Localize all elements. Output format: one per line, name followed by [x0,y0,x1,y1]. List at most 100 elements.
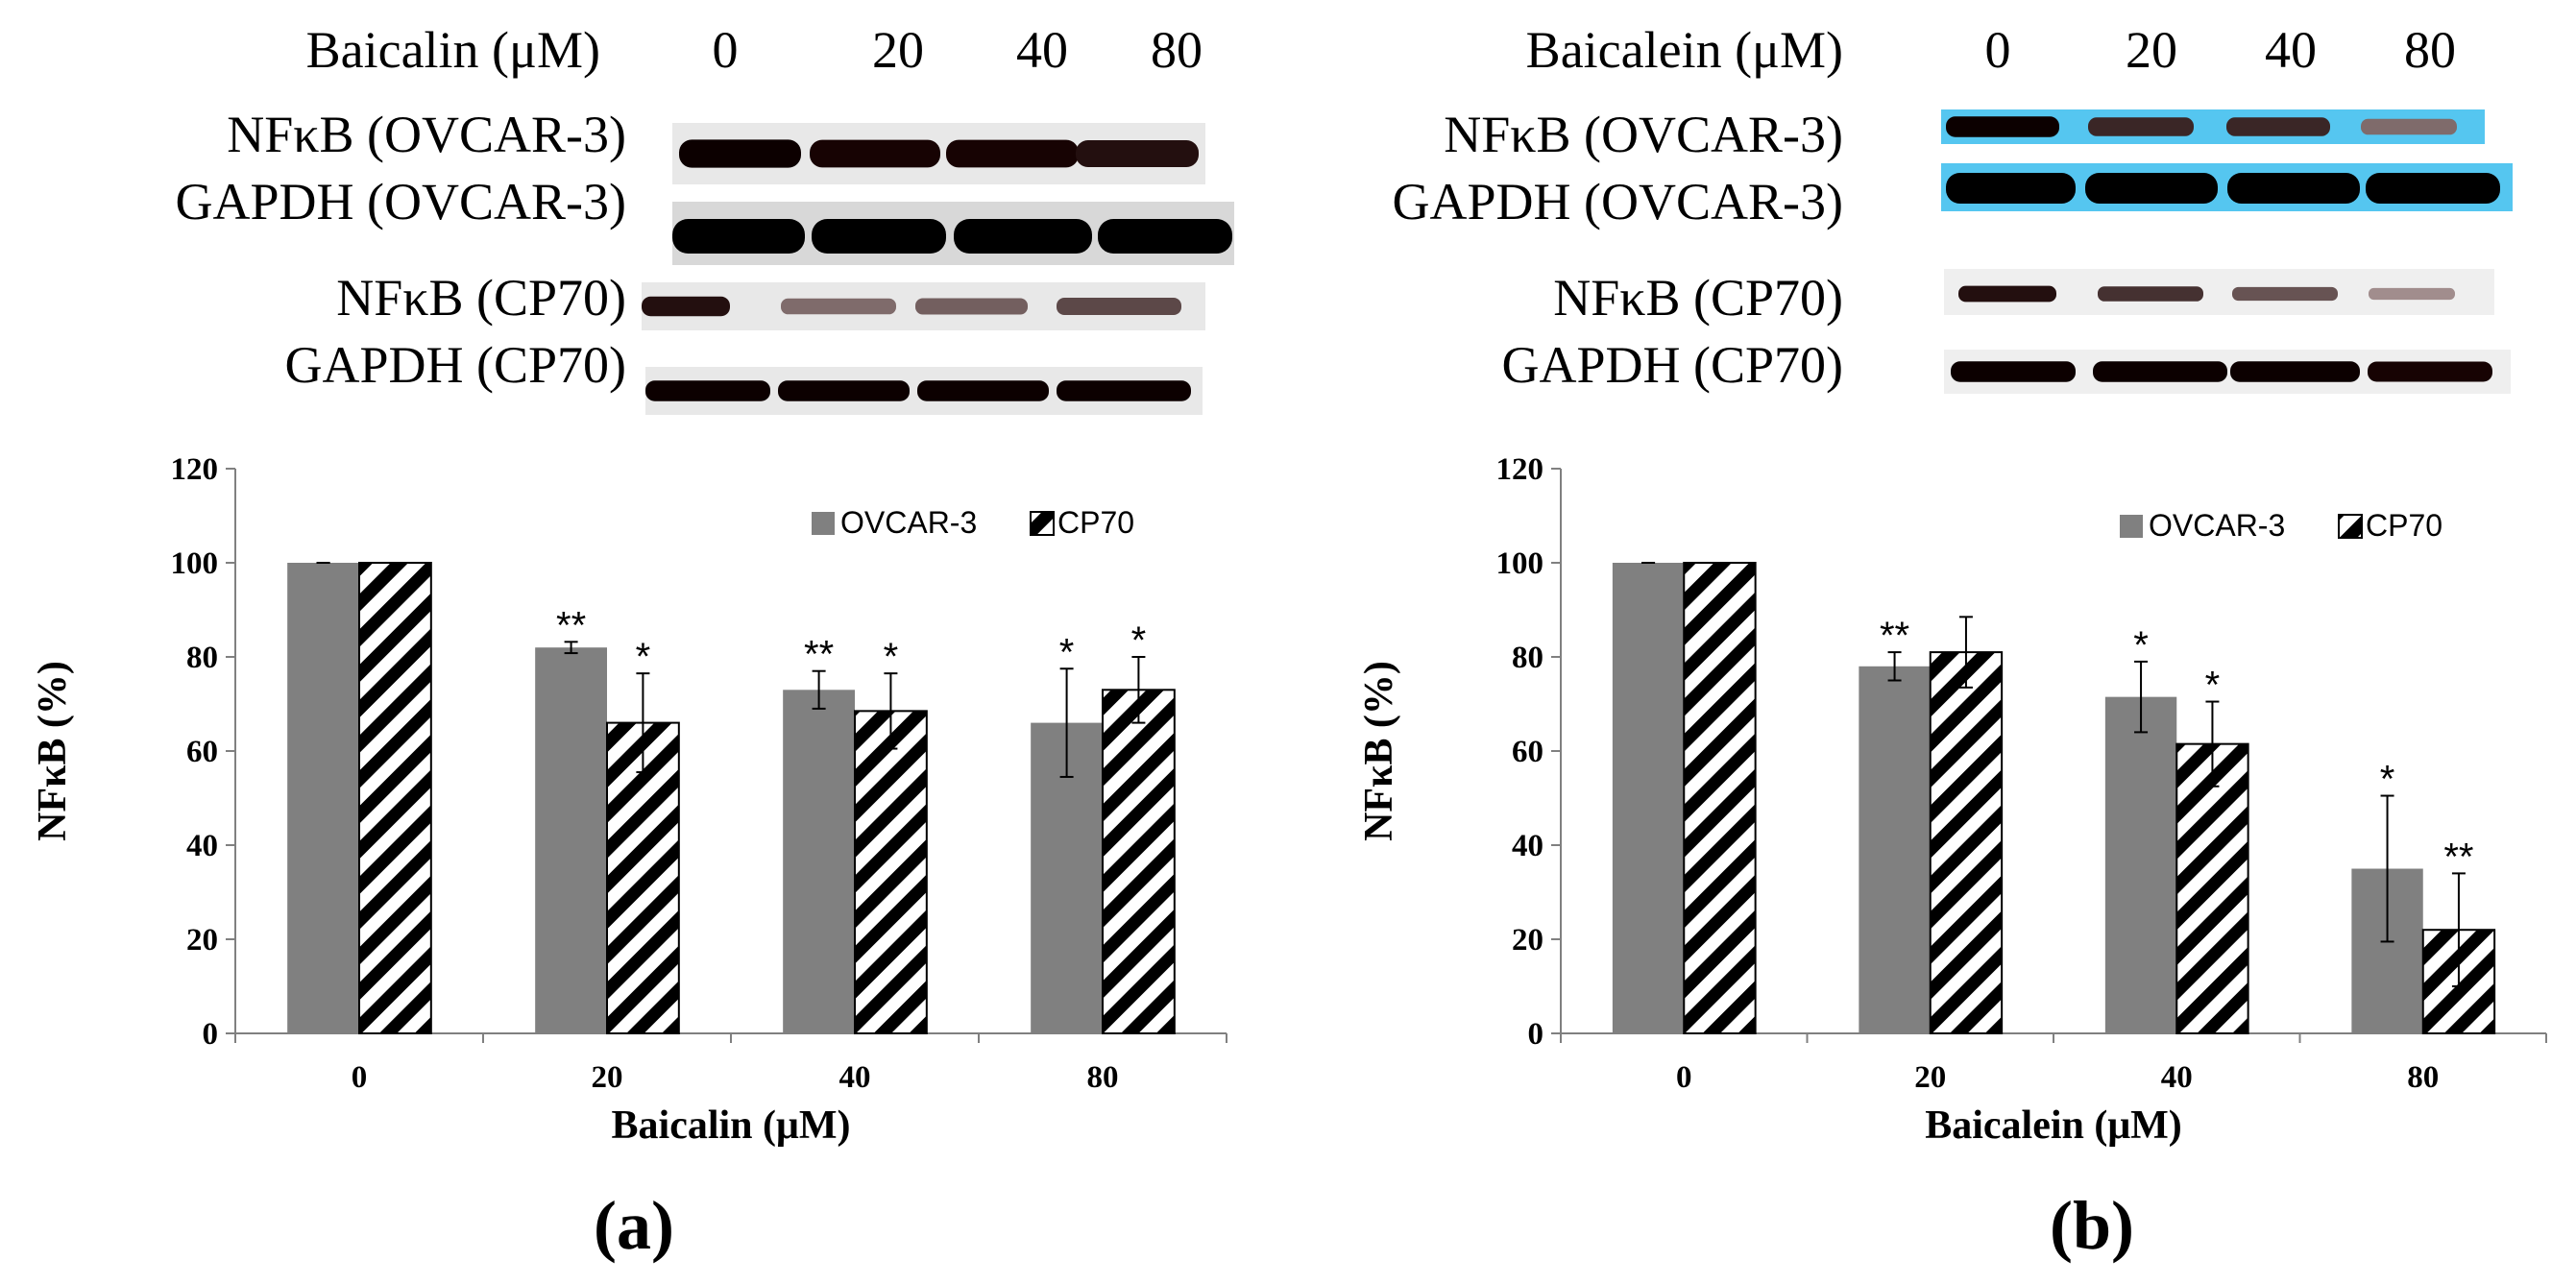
legend-label-cp70: CP70 [2366,508,2442,543]
bar-ovcar3 [783,690,855,1033]
bar-cp70 [854,710,928,1034]
y-tick-label: 20 [186,923,218,958]
x-tick-label: 40 [2161,1060,2193,1095]
x-tick-label: 0 [352,1060,368,1095]
blot-band [2369,287,2455,301]
blot-dose-20: 20 [872,21,924,79]
blot-band [1946,173,2076,204]
significance-star: ** [804,634,834,676]
legend-swatch-cp70 [2338,514,2363,539]
x-tick-label: 80 [1087,1060,1119,1095]
blot-row-label-nfkb-ovcar3: NFκB (OVCAR-3) [1444,106,1843,163]
significance-star: * [2380,759,2395,801]
bar-cp70 [1929,651,2004,1034]
blot-strip-gapdh-ovcar3 [672,202,1234,265]
bar-cp70 [2175,742,2249,1035]
x-tick-label: 20 [1914,1060,1946,1095]
bar-ovcar3 [2104,696,2177,1033]
error-bar [2451,872,2466,987]
blot-band [2088,117,2194,136]
y-tick-label: 100 [1496,546,1544,581]
significance-star: * [2133,624,2149,667]
bar-cp70 [358,562,432,1034]
legend: OVCAR-3 CP70 [812,505,1134,540]
x-tick-label: 80 [2407,1060,2439,1095]
blot-band [2227,173,2360,204]
y-tick-label: 0 [203,1017,219,1052]
blot-band [642,296,730,317]
blot-band [917,380,1049,401]
x-axis-label: Baicalein (μM) [1925,1103,2182,1148]
blot-band [1951,361,2076,382]
significance-star: * [1131,619,1147,662]
x-axis-label: Baicalin (μM) [612,1103,851,1148]
blot-strip-gapdh-ovcar3 [1941,163,2513,211]
blot-band [2366,173,2500,204]
error-bar [2205,700,2220,788]
blot-dose-80: 80 [2404,21,2456,79]
blot-row-label-nfkb-cp70: NFκB (CP70) [336,269,626,327]
panel-a-figure: Baicalin (μM) 0 20 40 80 NFκB (OVCAR-3) … [31,21,1234,1264]
blot-row-label-gapdh-ovcar3: GAPDH (OVCAR-3) [176,173,627,230]
blot-strip-gapdh-cp70 [645,367,1203,415]
x-tick-label: 40 [839,1060,871,1095]
significance-star: ** [2443,836,2473,878]
bar-ovcar3 [535,647,607,1033]
legend-swatch-ovcar3 [2120,515,2143,538]
error-bar [564,641,578,655]
blot-band [810,139,940,168]
blot-band [781,298,896,315]
error-bar [636,672,650,774]
error-bar [1059,667,1074,778]
blot-dose-40: 40 [2265,21,2317,79]
panel-label-b: (b) [2050,1187,2134,1264]
error-bar [1887,651,1902,682]
blot-band [1098,219,1232,254]
bar-ovcar3 [1859,666,1931,1033]
blot-band [1076,140,1199,167]
y-tick-label: 40 [1512,829,1543,863]
blot-row-label-gapdh-ovcar3: GAPDH (OVCAR-3) [1393,173,1844,230]
blot-band [679,139,801,168]
blot-band [946,139,1079,168]
x-tick-label: 0 [1676,1060,1692,1095]
bar-cp70 [1102,689,1176,1034]
error-bar [812,669,826,710]
panel-b: Baicalein (μM) 0 20 40 80 NFκB (OVCAR-3)… [1288,0,2576,1285]
blot-dose-80: 80 [1151,21,1203,79]
blot-band [2093,361,2227,382]
significance-star: * [2205,665,2221,707]
y-tick-label: 80 [1512,641,1543,675]
error-bar [884,672,898,750]
y-tick-label: 0 [1528,1017,1544,1052]
significance-star: * [1059,631,1075,673]
blot-band [2230,361,2360,382]
blot-band [2361,118,2457,135]
y-tick-label: 100 [171,546,219,581]
blot-band [1958,285,2056,303]
blot-dose-20: 20 [2126,21,2177,79]
panel-a: Baicalin (μM) 0 20 40 80 NFκB (OVCAR-3) … [31,21,1234,1264]
y-tick-label: 40 [186,829,218,863]
blot-band [812,219,946,254]
blot-band [1057,380,1191,401]
error-bar [1958,616,1973,689]
bar-ovcar3 [1612,563,1685,1033]
error-bar [1131,656,1146,724]
significance-star: * [884,636,899,678]
blot-band [1057,297,1181,316]
legend-label-cp70: CP70 [1057,505,1134,540]
blot-strip-nfkb-cp70 [642,282,1205,330]
error-bar [2380,794,2394,943]
error-bar [2134,660,2149,734]
blot-dose-0: 0 [1985,21,2011,79]
y-tick-label: 20 [1512,923,1543,958]
legend-swatch-ovcar3 [812,512,835,535]
bar-ovcar3 [287,563,359,1033]
blot-strip-nfkb-cp70 [1944,269,2494,315]
blot-row-label-gapdh-cp70: GAPDH (CP70) [284,336,626,394]
x-tick-label: 20 [592,1060,623,1095]
y-tick-label: 60 [1512,735,1543,769]
